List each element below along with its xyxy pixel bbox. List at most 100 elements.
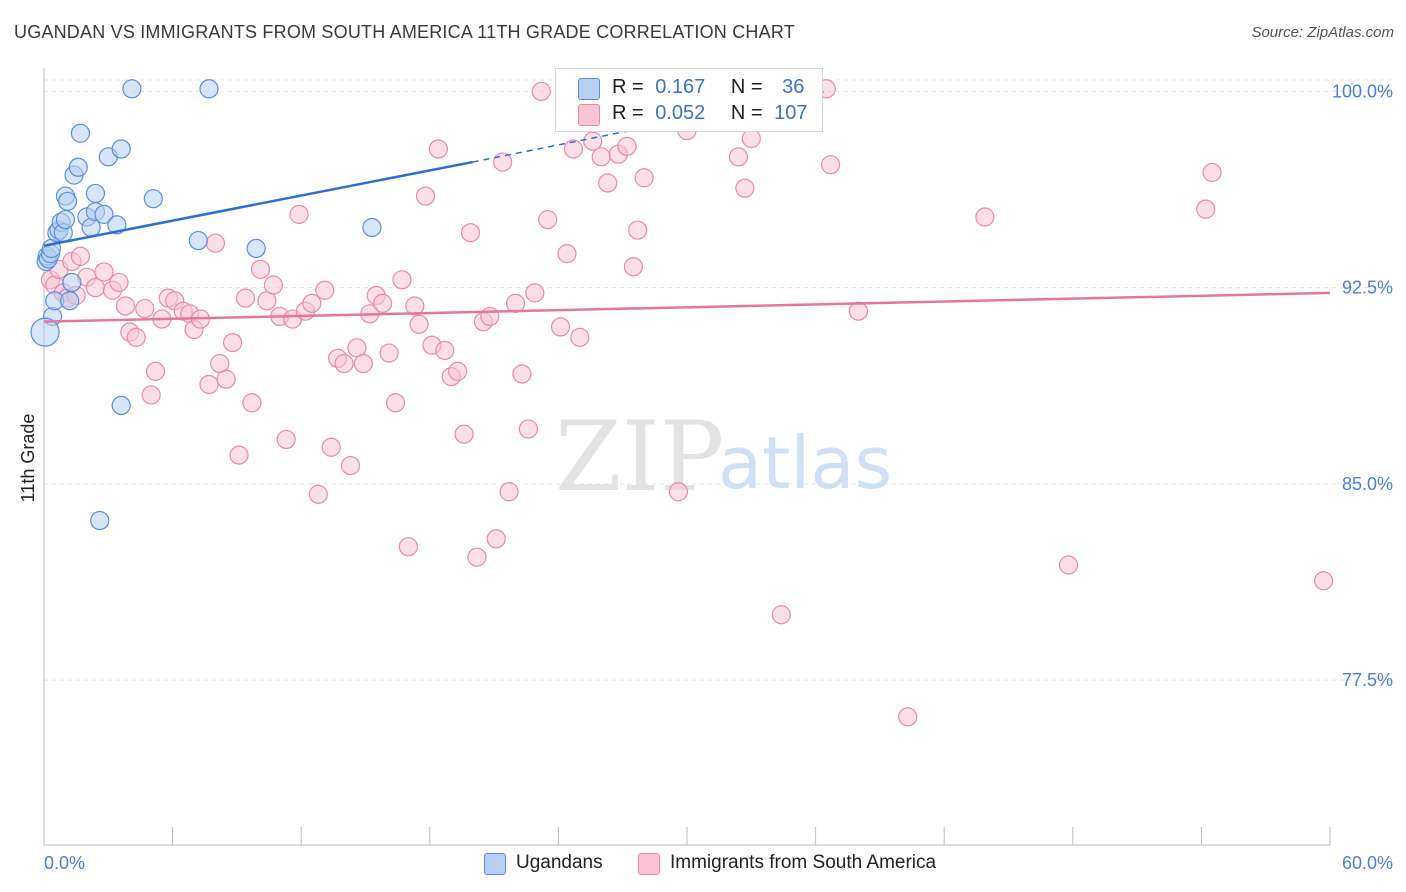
ugandans-point xyxy=(122,79,142,99)
immigrants-point xyxy=(115,296,136,316)
ugandans-point xyxy=(246,238,266,258)
axes xyxy=(43,68,1331,846)
immigrants-point xyxy=(467,547,487,567)
immigrants-point xyxy=(242,393,262,413)
immigrants-point xyxy=(771,605,791,625)
immigrants-point xyxy=(1058,555,1079,575)
ugandans-point xyxy=(188,230,208,251)
immigrants-point xyxy=(109,272,129,293)
y-axis-title: 11th Grade xyxy=(18,414,38,503)
ugandans-point xyxy=(70,123,91,143)
immigrants-trend-line xyxy=(43,291,1331,323)
immigrants-point xyxy=(598,173,618,193)
y-tick-label: 92.5% xyxy=(1342,278,1393,298)
immigrants-point xyxy=(668,482,689,502)
immigrants-point xyxy=(235,288,256,308)
immigrants-point xyxy=(454,424,474,444)
ugandans-point xyxy=(68,157,88,177)
immigrants-point xyxy=(741,128,761,149)
stats-legend: R = 0.167 N = 36 R = 0.052 N = 107 xyxy=(555,68,823,132)
immigrants-point xyxy=(415,186,436,206)
y-tick-label: 77.5% xyxy=(1342,670,1393,690)
immigrants-point xyxy=(1202,162,1222,183)
immigrants-point xyxy=(1313,571,1334,591)
immigrants-point xyxy=(229,445,249,465)
legend-swatch-blue xyxy=(578,78,600,100)
immigrants-point xyxy=(1196,199,1216,219)
immigrants-point xyxy=(821,155,841,175)
immigrants-point xyxy=(448,361,468,381)
x-tick-label-max: 60.0% xyxy=(1342,853,1393,873)
x-tick-label-min: 0.0% xyxy=(44,853,85,873)
ugandans-trend-line xyxy=(43,160,473,248)
immigrants-point xyxy=(70,246,91,266)
immigrants-point xyxy=(398,537,418,557)
watermark-atlas: atlas xyxy=(718,421,892,505)
immigrants-point xyxy=(512,364,532,384)
immigrants-point xyxy=(340,455,361,476)
series-immigrants-points xyxy=(40,79,1334,727)
immigrants-point xyxy=(570,327,590,347)
immigrants-point xyxy=(634,168,654,188)
immigrants-point xyxy=(250,259,271,279)
ugandans-point xyxy=(143,189,163,209)
legend-r-label: R = xyxy=(612,76,644,98)
legend-n-label: N = xyxy=(730,76,763,98)
ugandans-point xyxy=(62,272,82,293)
bottom-legend-label: Ugandans xyxy=(516,852,603,873)
ugandans-point xyxy=(107,215,127,235)
immigrants-point xyxy=(409,314,429,334)
immigrants-point xyxy=(428,139,448,159)
gridlines xyxy=(44,79,1395,681)
immigrants-point xyxy=(480,306,500,327)
immigrants-point xyxy=(557,244,577,264)
legend-n-label: N = xyxy=(730,102,763,124)
ugandans-point xyxy=(199,79,219,99)
immigrants-point xyxy=(308,484,328,504)
immigrants-point xyxy=(617,136,637,156)
ugandans-point xyxy=(362,217,382,238)
ugandans-point xyxy=(90,510,110,531)
ugandans-point xyxy=(57,191,78,211)
legend-n-value: 107 xyxy=(774,102,808,124)
immigrants-point xyxy=(315,280,335,300)
ugandans-point xyxy=(60,291,80,311)
tick-labels: 77.5% 85.0% 92.5% 100.0% 0.0% 60.0% xyxy=(44,81,1393,873)
immigrants-point xyxy=(435,340,455,361)
immigrants-point xyxy=(735,178,755,198)
chart-title: UGANDAN VS IMMIGRANTS FROM SOUTH AMERICA… xyxy=(14,22,795,42)
immigrants-point xyxy=(493,152,513,172)
ugandans-point xyxy=(111,395,131,415)
legend-r-value: 0.052 xyxy=(655,102,706,124)
immigrants-point xyxy=(460,223,481,243)
immigrants-point xyxy=(135,298,155,319)
ugandans-point xyxy=(30,317,60,347)
ugandans-point xyxy=(94,204,114,224)
immigrants-point xyxy=(583,131,603,151)
legend-r-label: R = xyxy=(612,102,644,124)
immigrants-point xyxy=(525,283,545,303)
immigrants-point xyxy=(94,262,114,282)
immigrants-point xyxy=(334,353,354,374)
bottom-legend-label: Immigrants from South America xyxy=(670,852,937,873)
source-credit: Source: ZipAtlas.com xyxy=(1251,24,1394,41)
immigrants-point xyxy=(205,233,226,253)
immigrants-point xyxy=(385,393,406,413)
immigrants-point xyxy=(405,296,425,316)
ugandans-point xyxy=(111,139,131,159)
immigrants-point xyxy=(263,275,283,295)
immigrants-point xyxy=(550,317,571,337)
immigrants-point xyxy=(848,301,869,321)
immigrants-point xyxy=(379,343,399,363)
immigrants-point xyxy=(975,207,995,227)
immigrants-point xyxy=(126,327,146,347)
immigrants-point xyxy=(276,429,296,450)
immigrants-point xyxy=(85,278,106,298)
immigrants-point xyxy=(628,220,648,240)
watermark-zip: ZIP xyxy=(555,401,724,513)
immigrants-point xyxy=(518,419,538,439)
series-ugandans-points xyxy=(30,79,382,531)
immigrants-point xyxy=(289,204,309,224)
bottom-legend-swatch-blue xyxy=(484,853,506,875)
y-tick-label: 85.0% xyxy=(1342,474,1393,494)
